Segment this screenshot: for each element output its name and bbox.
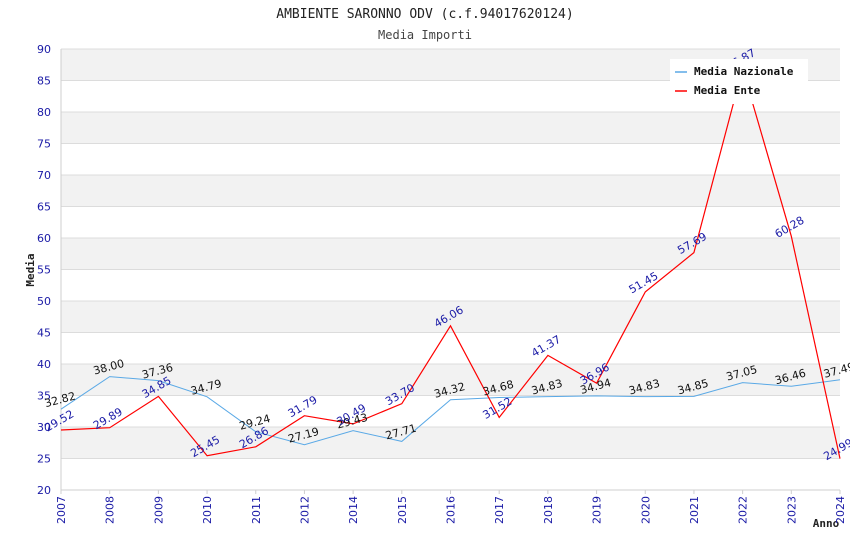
x-tick-label: 2008 [104,496,117,524]
x-tick-label: 2012 [298,496,311,524]
x-tick-label: 2024 [834,496,847,524]
legend-box [670,59,808,104]
y-tick-label: 25 [37,453,51,466]
y-tick-label: 65 [37,201,51,214]
y-tick-label: 40 [37,358,51,371]
legend-label-ente: Media Ente [694,84,761,97]
y-tick-label: 85 [37,75,51,88]
series-layer [60,66,841,459]
y-tick-label: 30 [37,421,51,434]
x-tick-label: 2023 [785,496,798,524]
grid-band [61,301,840,333]
y-tick-label: 80 [37,106,51,119]
y-axis-ticks: 20 25 30 35 40 45 50 55 60 65 70 75 80 85 90 [37,43,51,497]
grid-band [61,364,840,396]
x-tick-label: 2020 [639,496,652,524]
x-tick-label: 2011 [250,496,263,524]
series-line-nazionale [60,376,841,446]
grid-band [61,238,840,270]
grid-band [61,112,840,144]
x-tick-label: 2021 [688,496,701,524]
chart-title: AMBIENTE SARONNO ODV (c.f.94017620124) [276,7,573,22]
x-tick-label: 2009 [152,496,165,524]
y-tick-label: 50 [37,295,51,308]
x-tick-label: 2014 [347,496,360,524]
x-tick-label: 2019 [591,496,604,524]
legend: Media Nazionale Media Ente [670,59,808,104]
x-tick-label: 2022 [737,496,750,524]
axes [60,49,840,491]
y-tick-label: 90 [37,43,51,56]
chart-subtitle: Media Importi [378,28,472,42]
x-tick-label: 2017 [493,496,506,524]
y-tick-label: 55 [37,264,51,277]
x-axis-label: Anno [813,517,840,530]
x-tick-label: 2010 [201,496,214,524]
x-tick-label: 2015 [396,496,409,524]
x-axis-ticks: 2007 2008 2009 2010 2011 2012 2014 2015 2016 2017… [55,490,847,524]
grid-band [61,427,840,459]
x-tick-label: 2018 [542,496,555,524]
y-tick-label: 70 [37,169,51,182]
y-tick-label: 75 [37,138,51,151]
legend-label-nazionale: Media Nazionale [694,65,794,78]
y-tick-label: 60 [37,232,51,245]
x-tick-label: 2016 [445,496,458,524]
x-tick-label: 2007 [55,496,68,524]
y-axis-label: Media [24,253,37,286]
series-line-ente [60,66,841,459]
grid-band [61,175,840,207]
y-tick-label: 45 [37,327,51,340]
y-tick-label: 35 [37,390,51,403]
y-tick-label: 20 [37,484,51,497]
